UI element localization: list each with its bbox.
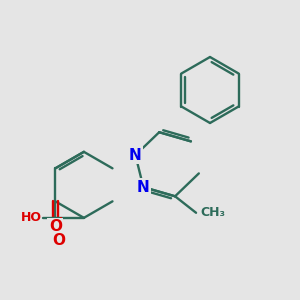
Text: HO: HO [21,211,42,224]
Text: N: N [137,180,150,195]
Text: N: N [129,148,142,163]
Text: O: O [52,233,65,248]
Text: O: O [49,219,62,234]
Text: CH₃: CH₃ [201,206,226,219]
